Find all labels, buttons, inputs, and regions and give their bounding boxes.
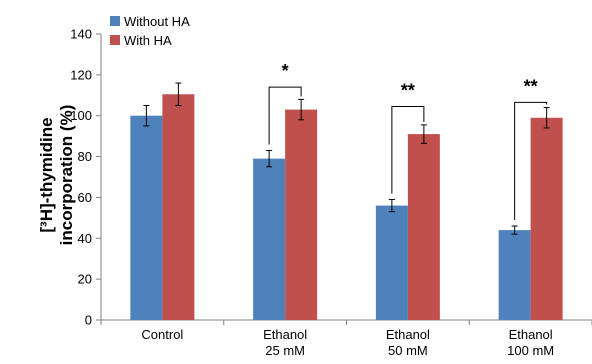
legend: Without HA With HA — [110, 14, 190, 48]
legend-swatch-without-ha — [110, 16, 120, 26]
significance-bracket — [391, 106, 425, 194]
bar-with-ha — [530, 117, 563, 320]
bar-with-ha — [285, 109, 318, 320]
x-category-label: Ethanol — [509, 327, 553, 342]
bar-without-ha — [375, 205, 408, 320]
significance-label: ** — [524, 76, 538, 96]
legend-label-without-ha: Without HA — [124, 14, 190, 29]
y-tick-label: 100 — [70, 108, 92, 123]
x-category-label: Control — [141, 327, 183, 342]
y-tick-label: 120 — [70, 67, 92, 82]
y-tick-label: 20 — [78, 272, 92, 287]
significance-bracket — [514, 101, 548, 221]
y-tick-label: 40 — [78, 231, 92, 246]
bar-without-ha — [130, 115, 163, 320]
x-category-label: 100 mM — [507, 343, 554, 358]
y-tick-label: 0 — [85, 313, 92, 328]
y-tick-label: 80 — [78, 149, 92, 164]
y-axis-label: [³H]-thymidine incorporation (%) — [37, 105, 76, 246]
x-category-label: Ethanol — [263, 327, 307, 342]
bar-with-ha — [407, 134, 440, 320]
bar-without-ha — [253, 158, 286, 320]
x-category-label: 25 mM — [265, 343, 305, 358]
y-tick-label: 140 — [70, 27, 92, 42]
x-category-label: 50 mM — [388, 343, 428, 358]
significance-label: ** — [401, 81, 415, 101]
bar-with-ha — [162, 94, 195, 320]
x-category-label: Ethanol — [386, 327, 430, 342]
legend-label-with-ha: With HA — [124, 33, 172, 48]
y-axis-label-line-2: incorporation (%) — [57, 105, 76, 246]
y-axis-label-line-1: [³H]-thymidine — [37, 117, 56, 232]
significance-bracket — [268, 86, 302, 145]
y-tick-label: 60 — [78, 190, 92, 205]
legend-swatch-with-ha — [110, 35, 120, 45]
bar-without-ha — [498, 230, 531, 320]
significance-label: * — [282, 61, 289, 81]
